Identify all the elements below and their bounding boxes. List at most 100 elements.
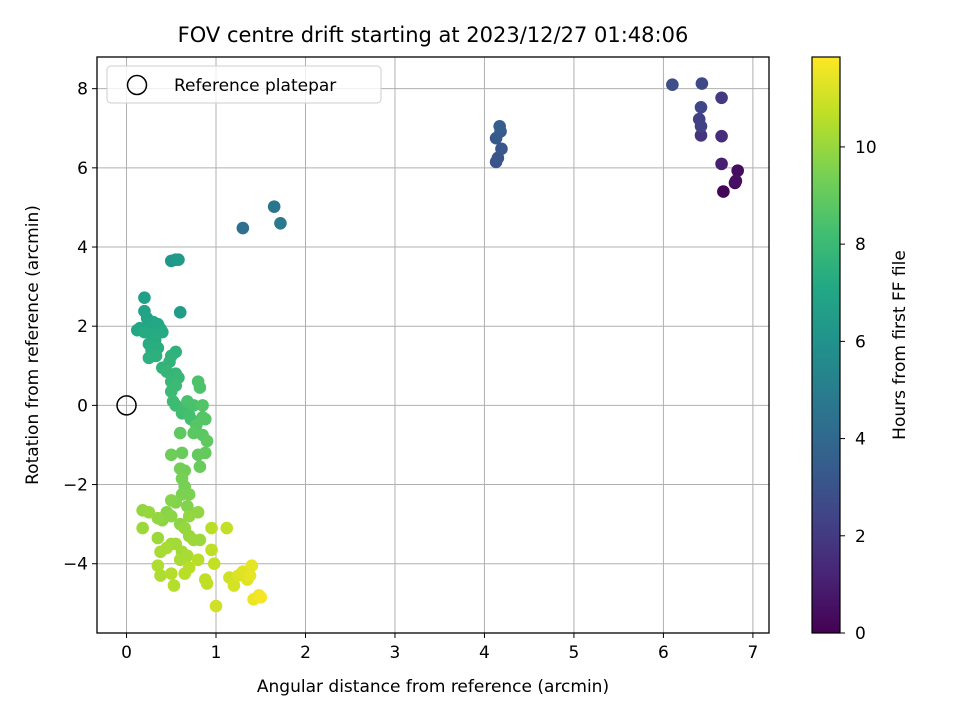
colorbar-tick-label: 0 <box>855 624 866 644</box>
data-point <box>717 185 730 198</box>
data-point <box>181 500 194 513</box>
data-point <box>164 494 178 507</box>
x-tick-label: 3 <box>390 643 401 663</box>
data-point <box>164 448 178 462</box>
x-tick-label: 4 <box>479 643 490 663</box>
data-point <box>267 200 281 213</box>
y-tick-label: 4 <box>77 238 88 258</box>
data-point <box>175 446 189 460</box>
data-point <box>191 553 205 567</box>
reference-platepar-marker <box>116 395 137 416</box>
data-point <box>205 521 218 535</box>
data-point <box>164 385 178 398</box>
data-point <box>243 569 257 582</box>
x-tick-label: 1 <box>211 643 222 663</box>
data-point <box>198 412 212 426</box>
x-tick-label: 5 <box>569 643 580 663</box>
data-point <box>136 521 149 535</box>
reference-marker-layer <box>116 395 137 416</box>
data-point <box>173 426 187 440</box>
data-point <box>245 559 259 573</box>
data-point <box>694 100 708 114</box>
data-point <box>151 559 165 573</box>
legend-marker-icon <box>126 74 148 96</box>
data-point <box>182 561 196 574</box>
y-tick-label: 2 <box>77 317 88 337</box>
data-point <box>191 505 205 519</box>
data-point <box>254 591 268 604</box>
colorbar-tick-label: 6 <box>855 332 866 352</box>
data-point <box>193 381 207 394</box>
y-axis-ticks: −4 −2 0 2 4 6 8 <box>63 80 97 575</box>
data-point <box>138 291 151 304</box>
data-point <box>694 119 708 133</box>
y-tick-label: 6 <box>77 159 88 179</box>
colorbar-tick-label: 10 <box>855 138 877 158</box>
y-tick-label: −4 <box>63 555 88 575</box>
data-point <box>151 531 165 545</box>
data-point <box>209 599 223 613</box>
data-point <box>274 216 287 230</box>
legend-entry-label: Reference platepar <box>174 76 336 96</box>
x-tick-label: 6 <box>658 643 669 663</box>
colorbar-label: Hours from first FF file <box>890 250 910 440</box>
chart-title: FOV centre drift starting at 2023/12/27 … <box>178 23 689 47</box>
data-point <box>154 545 167 559</box>
data-point <box>715 129 728 143</box>
legend-box <box>106 65 382 104</box>
data-point <box>207 557 221 571</box>
data-point <box>154 569 167 582</box>
data-point <box>193 533 207 547</box>
y-tick-label: −2 <box>63 476 88 496</box>
x-axis-ticks: 0 1 2 3 4 5 6 7 <box>121 633 758 663</box>
data-point <box>167 579 181 592</box>
grid <box>97 57 769 633</box>
data-point <box>200 577 214 590</box>
data-point <box>715 91 728 105</box>
data-point <box>182 488 196 501</box>
data-point <box>236 221 250 235</box>
colorbar-ticks: 0 2 4 6 8 10 <box>840 138 877 644</box>
x-axis-label: Angular distance from reference (arcmin) <box>257 677 609 697</box>
data-point <box>173 306 187 319</box>
data-point <box>731 164 744 177</box>
data-point <box>172 253 185 266</box>
y-tick-label: 8 <box>77 80 88 100</box>
data-point <box>164 567 178 580</box>
x-tick-label: 2 <box>300 643 311 663</box>
data-point <box>729 174 743 188</box>
colorbar-tick-label: 8 <box>855 235 866 255</box>
data-point <box>187 426 200 440</box>
data-point <box>695 77 709 90</box>
data-point <box>227 579 241 592</box>
legend: Reference platepar <box>106 65 382 104</box>
x-tick-label: 0 <box>121 643 132 663</box>
data-points <box>130 77 744 613</box>
data-point <box>169 345 183 359</box>
colorbar-tick-label: 2 <box>855 527 866 547</box>
data-point <box>149 349 163 363</box>
plot-frame <box>96 56 770 634</box>
data-point <box>200 434 214 448</box>
data-point <box>495 142 508 156</box>
data-point <box>151 511 165 525</box>
data-point <box>142 505 156 519</box>
colorbar-gradient <box>811 56 841 634</box>
x-tick-label: 7 <box>747 643 758 663</box>
data-point <box>205 543 218 557</box>
data-point <box>191 448 205 462</box>
data-point <box>220 521 234 535</box>
data-point <box>493 119 506 133</box>
data-point <box>196 399 209 412</box>
colorbar: 0 2 4 6 8 10 Hours from first FF file <box>811 56 910 644</box>
data-point <box>715 157 728 171</box>
data-point <box>666 78 679 92</box>
data-point <box>193 460 207 474</box>
data-point <box>173 553 187 567</box>
y-tick-label: 0 <box>77 396 88 416</box>
data-point <box>694 129 708 142</box>
colorbar-tick-label: 4 <box>855 430 866 450</box>
y-axis-label: Rotation from reference (arcmin) <box>23 205 43 485</box>
data-point <box>181 395 194 408</box>
